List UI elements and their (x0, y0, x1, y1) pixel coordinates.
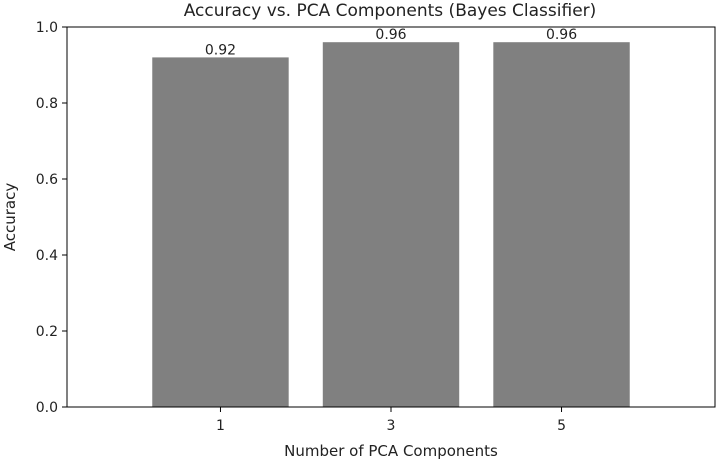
y-tick-label-5: 1.0 (36, 20, 58, 36)
x-tick-label-5: 5 (557, 418, 566, 434)
x-tick-label-1: 1 (216, 418, 225, 434)
x-axis: 1 3 5 (216, 407, 566, 434)
bars-layer (152, 42, 630, 408)
y-tick-label-3: 0.6 (36, 172, 58, 188)
data-labels-layer: 0.92 0.96 0.96 (205, 27, 577, 58)
bar-1 (152, 57, 289, 408)
data-label-3: 0.96 (375, 27, 406, 43)
bar-3 (322, 42, 460, 407)
y-tick-label-2: 0.4 (36, 248, 58, 264)
y-tick-label-1: 0.2 (36, 324, 58, 340)
data-label-5: 0.96 (546, 27, 577, 43)
data-label-1: 0.92 (205, 42, 236, 58)
chart-title: Accuracy vs. PCA Components (Bayes Class… (184, 1, 597, 21)
bar-5 (493, 42, 630, 407)
y-tick-label-4: 0.8 (36, 96, 58, 112)
y-axis-label: Accuracy (1, 183, 19, 252)
y-tick-label-0: 0.0 (36, 400, 58, 416)
y-axis: 0.0 0.2 0.4 0.6 0.8 1.0 (36, 20, 67, 416)
plot-area: 0.92 0.96 0.96 (66, 26, 716, 408)
x-tick-label-3: 3 (387, 418, 396, 434)
x-axis-label: Number of PCA Components (284, 442, 498, 460)
